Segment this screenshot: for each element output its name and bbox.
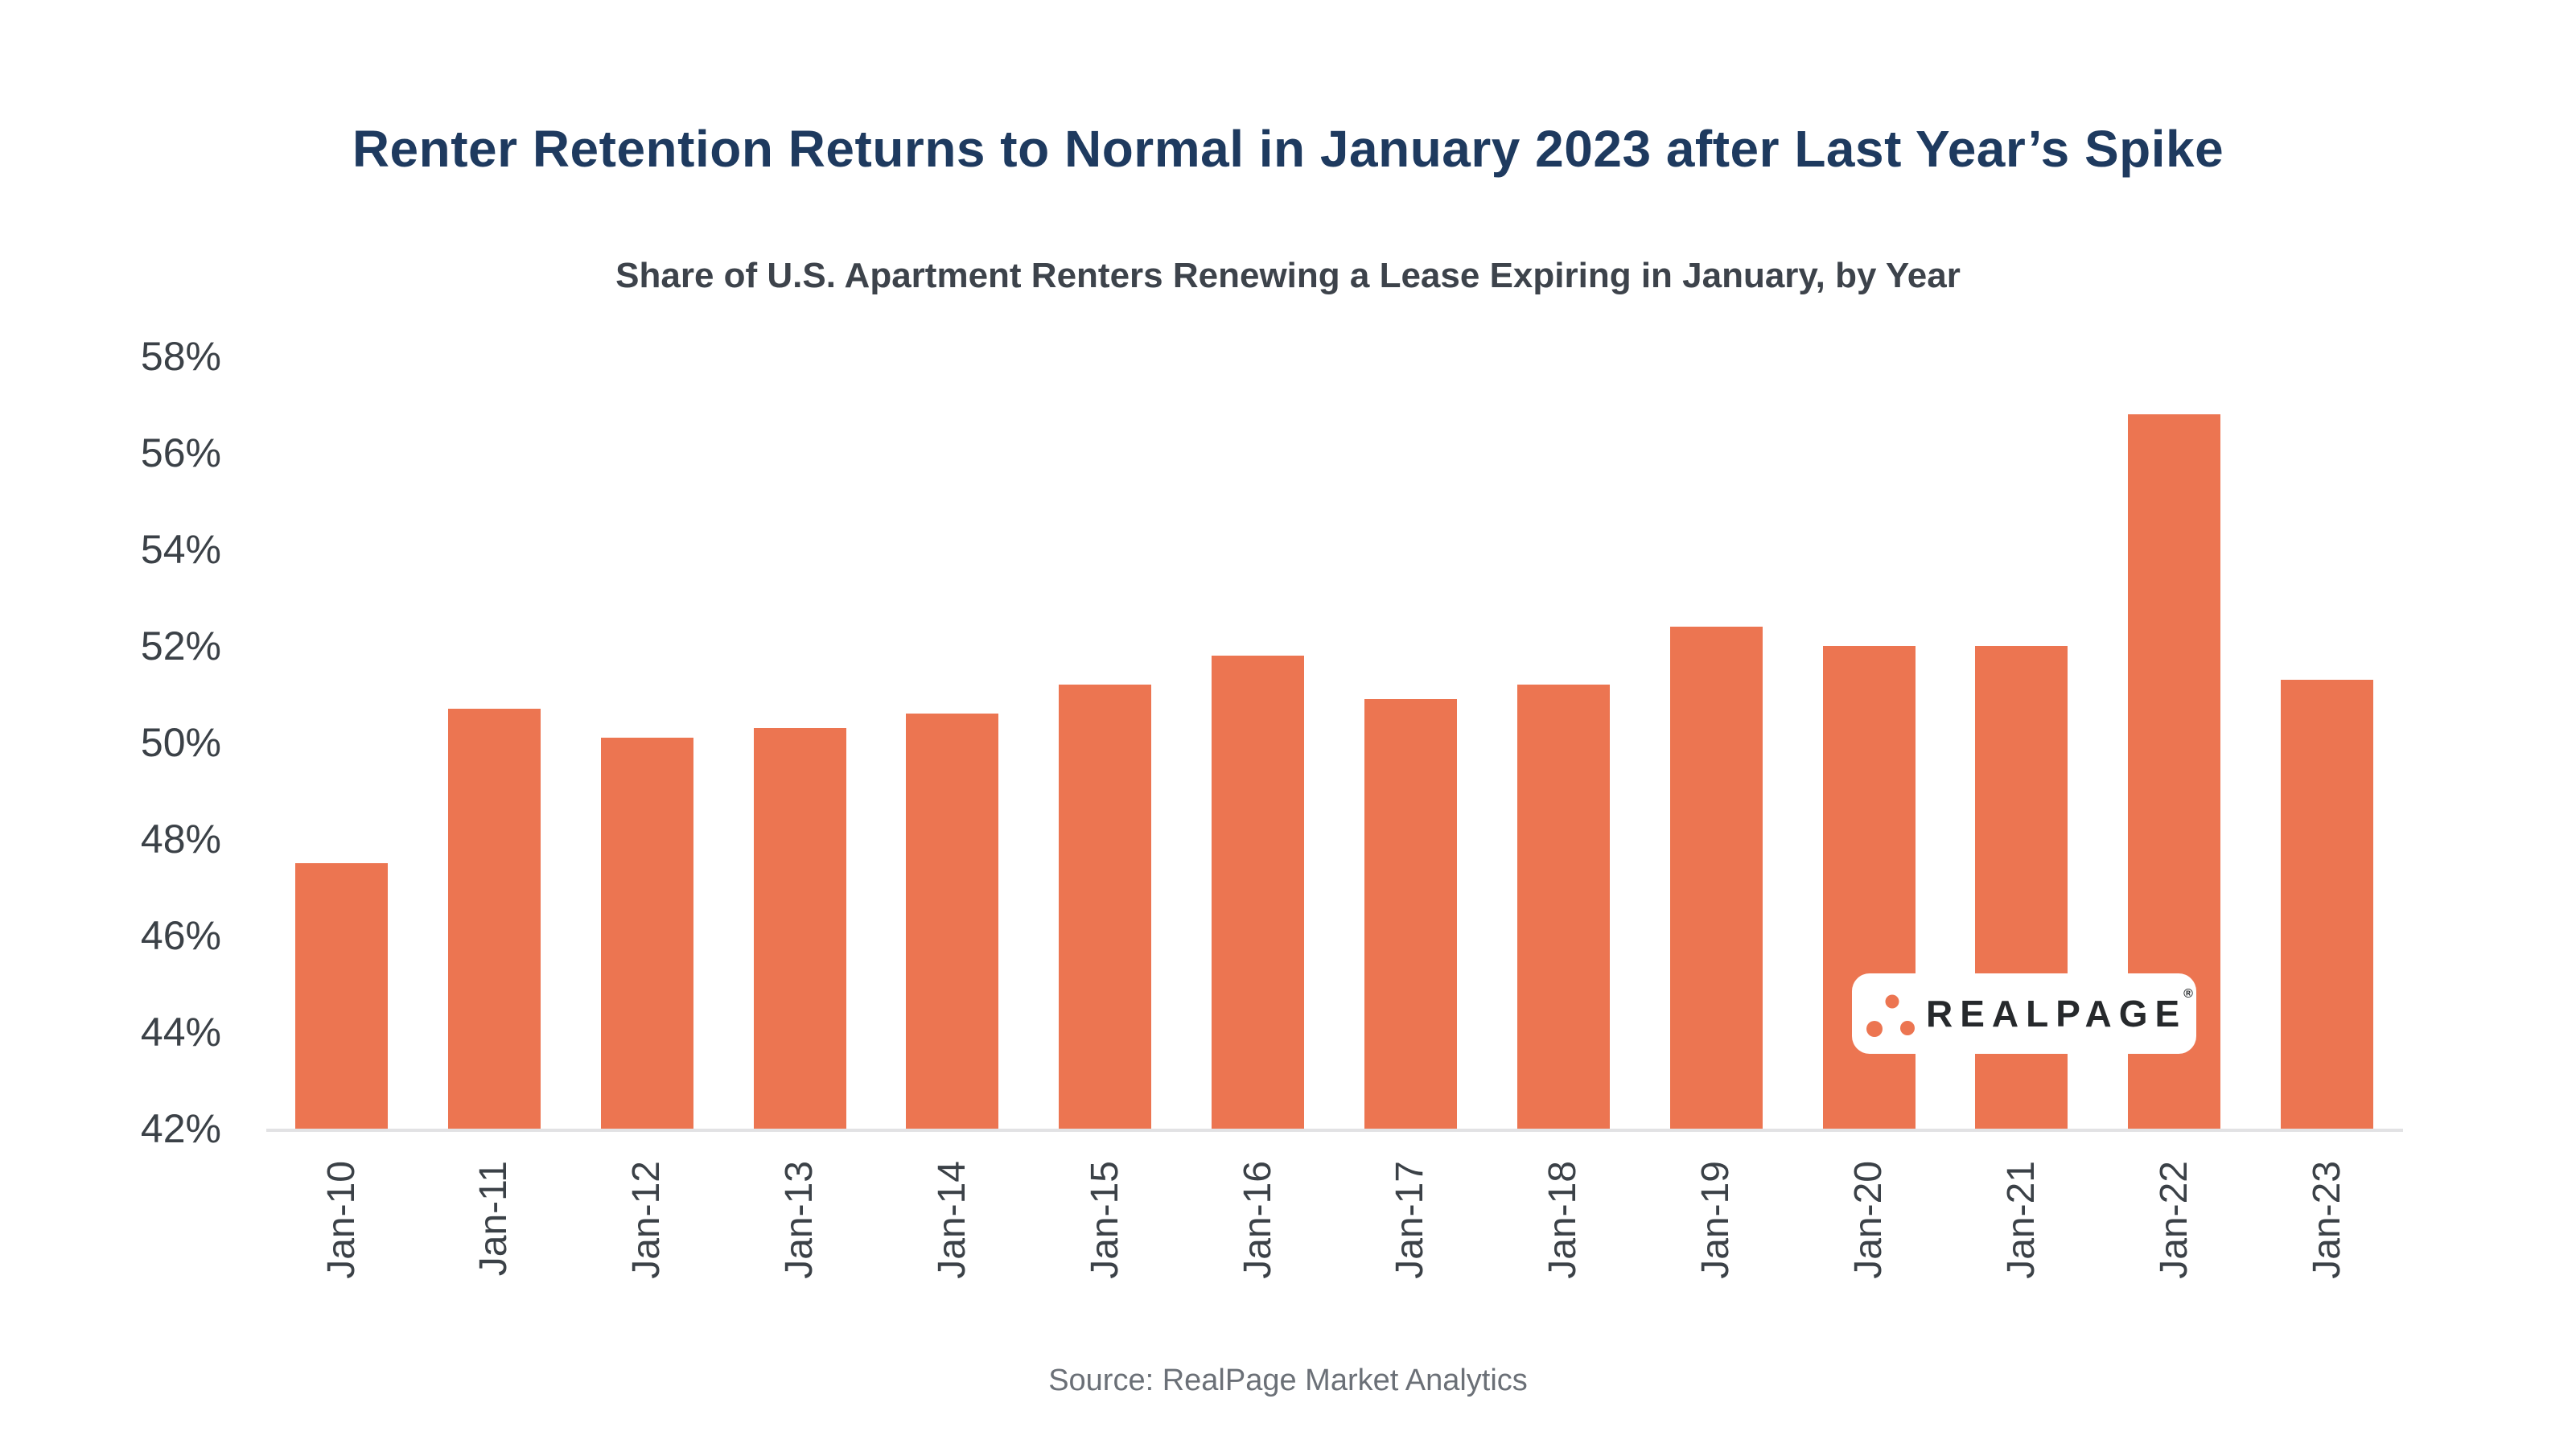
x-tick-label: Jan-15 [1083, 1161, 1126, 1279]
x-tick-label: Jan-21 [1999, 1161, 2043, 1279]
bar-Jan-15 [1059, 685, 1152, 1129]
x-tick-label: Jan-17 [1389, 1161, 1432, 1279]
registered-trademark-symbol: ® [2183, 987, 2200, 1001]
y-tick-label: 48% [140, 817, 221, 862]
bar-Jan-10 [295, 863, 388, 1129]
y-tick-label: 54% [140, 527, 221, 572]
x-axis-line [266, 1129, 2403, 1132]
x-tick-label: Jan-13 [778, 1161, 821, 1279]
bar-Jan-18 [1516, 685, 1610, 1129]
bar-Jan-21 [1975, 646, 2068, 1129]
x-tick-label: Jan-12 [625, 1161, 669, 1279]
y-tick-label: 46% [140, 913, 221, 958]
x-tick-label: Jan-16 [1236, 1161, 1279, 1279]
x-tick-label: Jan-10 [319, 1161, 363, 1279]
realpage-logo-wordmark: REALPAGE [1926, 993, 2187, 1035]
bar-Jan-23 [2281, 680, 2374, 1129]
realpage-logo-text: REALPAGE® [1926, 987, 2204, 1035]
realpage-logo-dots-icon [1866, 994, 1915, 1037]
bar-Jan-16 [1212, 656, 1305, 1129]
x-tick-label: Jan-18 [1541, 1161, 1585, 1279]
bar-Jan-20 [1822, 646, 1916, 1129]
x-tick-label: Jan-14 [930, 1161, 973, 1279]
y-tick-label: 56% [140, 430, 221, 475]
chart-title: Renter Retention Returns to Normal in Ja… [352, 120, 2224, 178]
source-note: Source: RealPage Market Analytics [1048, 1364, 1528, 1397]
realpage-logo: REALPAGE® [1852, 973, 2196, 1054]
y-tick-label: 58% [140, 334, 221, 379]
bar-Jan-19 [1669, 627, 1763, 1129]
y-tick-label: 50% [140, 720, 221, 765]
y-tick-label: 42% [140, 1106, 221, 1151]
x-tick-label: Jan-19 [1694, 1161, 1738, 1279]
bar-Jan-13 [753, 728, 846, 1129]
bar-Jan-12 [600, 738, 693, 1129]
x-tick-label: Jan-20 [1847, 1161, 1890, 1279]
bar-Jan-17 [1364, 699, 1457, 1129]
y-tick-label: 44% [140, 1010, 221, 1055]
bar-Jan-14 [906, 714, 999, 1129]
bar-Jan-11 [447, 709, 541, 1129]
x-tick-label: Jan-11 [472, 1161, 516, 1277]
x-tick-label: Jan-22 [2152, 1161, 2195, 1279]
y-tick-label: 52% [140, 623, 221, 669]
x-tick-label: Jan-23 [2305, 1161, 2348, 1279]
chart-subtitle: Share of U.S. Apartment Renters Renewing… [615, 256, 1961, 295]
